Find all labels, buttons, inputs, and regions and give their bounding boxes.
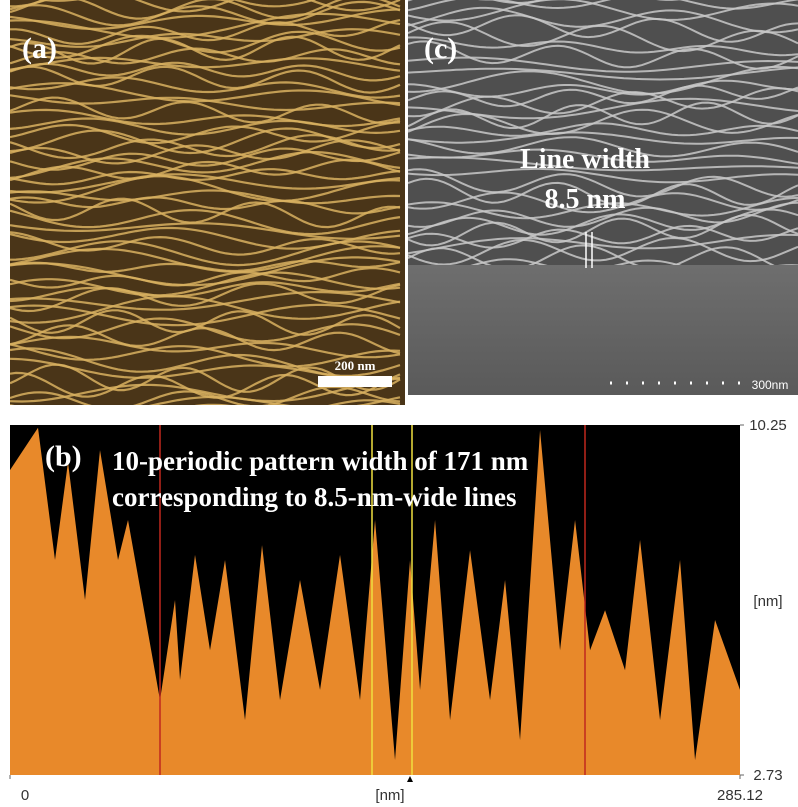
panel-label: (b) <box>45 440 82 473</box>
x-tick-label: 0 <box>21 787 29 804</box>
x-axis-label: [nm] <box>375 787 404 804</box>
profile-chart: 2.73 10.25 0 285.12 [nm] [nm] (b) 10-periodic p… <box>10 417 787 804</box>
annotation: corresponding to 8.5-nm-wide lines <box>112 482 517 512</box>
scale-bar-label: 300nm <box>752 378 789 392</box>
cursor-marker <box>407 776 413 782</box>
panel-c-substrate <box>408 265 798 395</box>
scale-bar <box>318 376 392 387</box>
annotation: Line width <box>520 144 650 175</box>
annotation: 8.5 nm <box>545 184 626 215</box>
scale-bar-label: 200 nm <box>335 358 376 373</box>
annotation: 10-periodic pattern width of 171 nm <box>112 446 529 476</box>
figure: (a) 200 nm (c) Line width 8.5 nm 300nm 2… <box>0 0 798 807</box>
panel-label: (c) <box>424 32 457 65</box>
x-tick-label: 285.12 <box>717 787 763 804</box>
page: (a) 200 nm (c) Line width 8.5 nm 300nm 2… <box>0 0 798 807</box>
y-axis-label: [nm] <box>753 593 782 610</box>
y-tick-label: 10.25 <box>749 417 787 434</box>
panel-label: (a) <box>22 32 57 65</box>
y-tick-label: 2.73 <box>753 767 782 784</box>
